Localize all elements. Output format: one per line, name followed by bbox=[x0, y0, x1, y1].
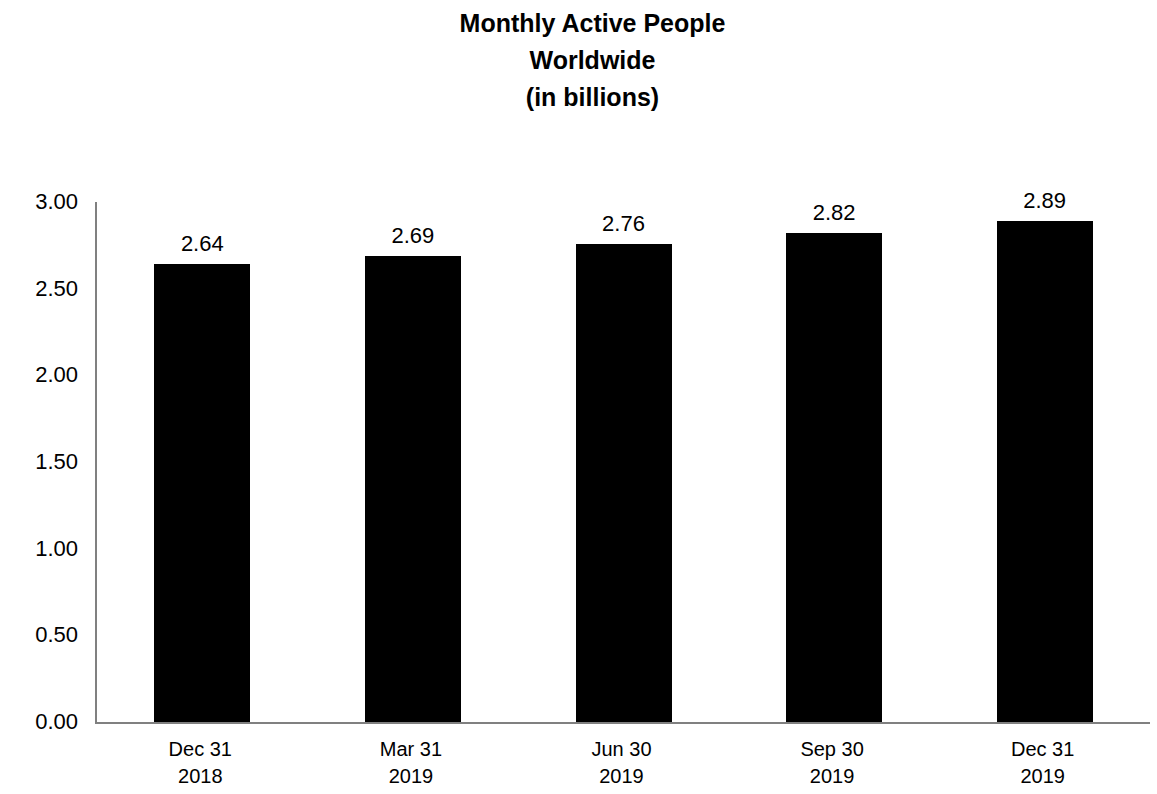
x-tick-label: Sep 302019 bbox=[742, 736, 922, 790]
x-tick-label: Dec 312019 bbox=[953, 736, 1133, 790]
x-tick-line: 2019 bbox=[953, 763, 1133, 790]
plot-area: 2.642.692.762.822.89 bbox=[95, 202, 1150, 724]
bar bbox=[154, 264, 250, 722]
x-tick-line: 2018 bbox=[110, 763, 290, 790]
y-tick-label: 2.50 bbox=[0, 276, 78, 302]
y-tick-label: 3.00 bbox=[0, 189, 78, 215]
bar bbox=[786, 233, 882, 722]
chart-title-line: Worldwide bbox=[14, 42, 1157, 79]
x-tick-line: Dec 31 bbox=[953, 736, 1133, 763]
x-tick-label: Mar 312019 bbox=[321, 736, 501, 790]
bar bbox=[997, 221, 1093, 722]
chart-title-line: (in billions) bbox=[14, 79, 1157, 116]
chart-title: Monthly Active PeopleWorldwide(in billio… bbox=[14, 5, 1157, 116]
x-tick-line: 2019 bbox=[532, 763, 712, 790]
x-tick-line: Sep 30 bbox=[742, 736, 922, 763]
x-tick-label: Dec 312018 bbox=[110, 736, 290, 790]
bar bbox=[576, 244, 672, 722]
bar bbox=[365, 256, 461, 722]
bar-value-label: 2.76 bbox=[554, 211, 694, 237]
x-tick-line: Dec 31 bbox=[110, 736, 290, 763]
y-tick-label: 1.00 bbox=[0, 536, 78, 562]
y-tick-label: 0.50 bbox=[0, 622, 78, 648]
y-tick-label: 0.00 bbox=[0, 709, 78, 735]
y-tick-label: 2.00 bbox=[0, 362, 78, 388]
x-tick-line: 2019 bbox=[742, 763, 922, 790]
bar-value-label: 2.82 bbox=[764, 200, 904, 226]
x-tick-line: Jun 30 bbox=[532, 736, 712, 763]
x-tick-line: 2019 bbox=[321, 763, 501, 790]
bar-value-label: 2.89 bbox=[975, 188, 1115, 214]
x-tick-label: Jun 302019 bbox=[532, 736, 712, 790]
bar-value-label: 2.69 bbox=[343, 223, 483, 249]
chart-title-line: Monthly Active People bbox=[14, 5, 1157, 42]
x-tick-line: Mar 31 bbox=[321, 736, 501, 763]
y-tick-label: 1.50 bbox=[0, 449, 78, 475]
bar-value-label: 2.64 bbox=[132, 231, 272, 257]
